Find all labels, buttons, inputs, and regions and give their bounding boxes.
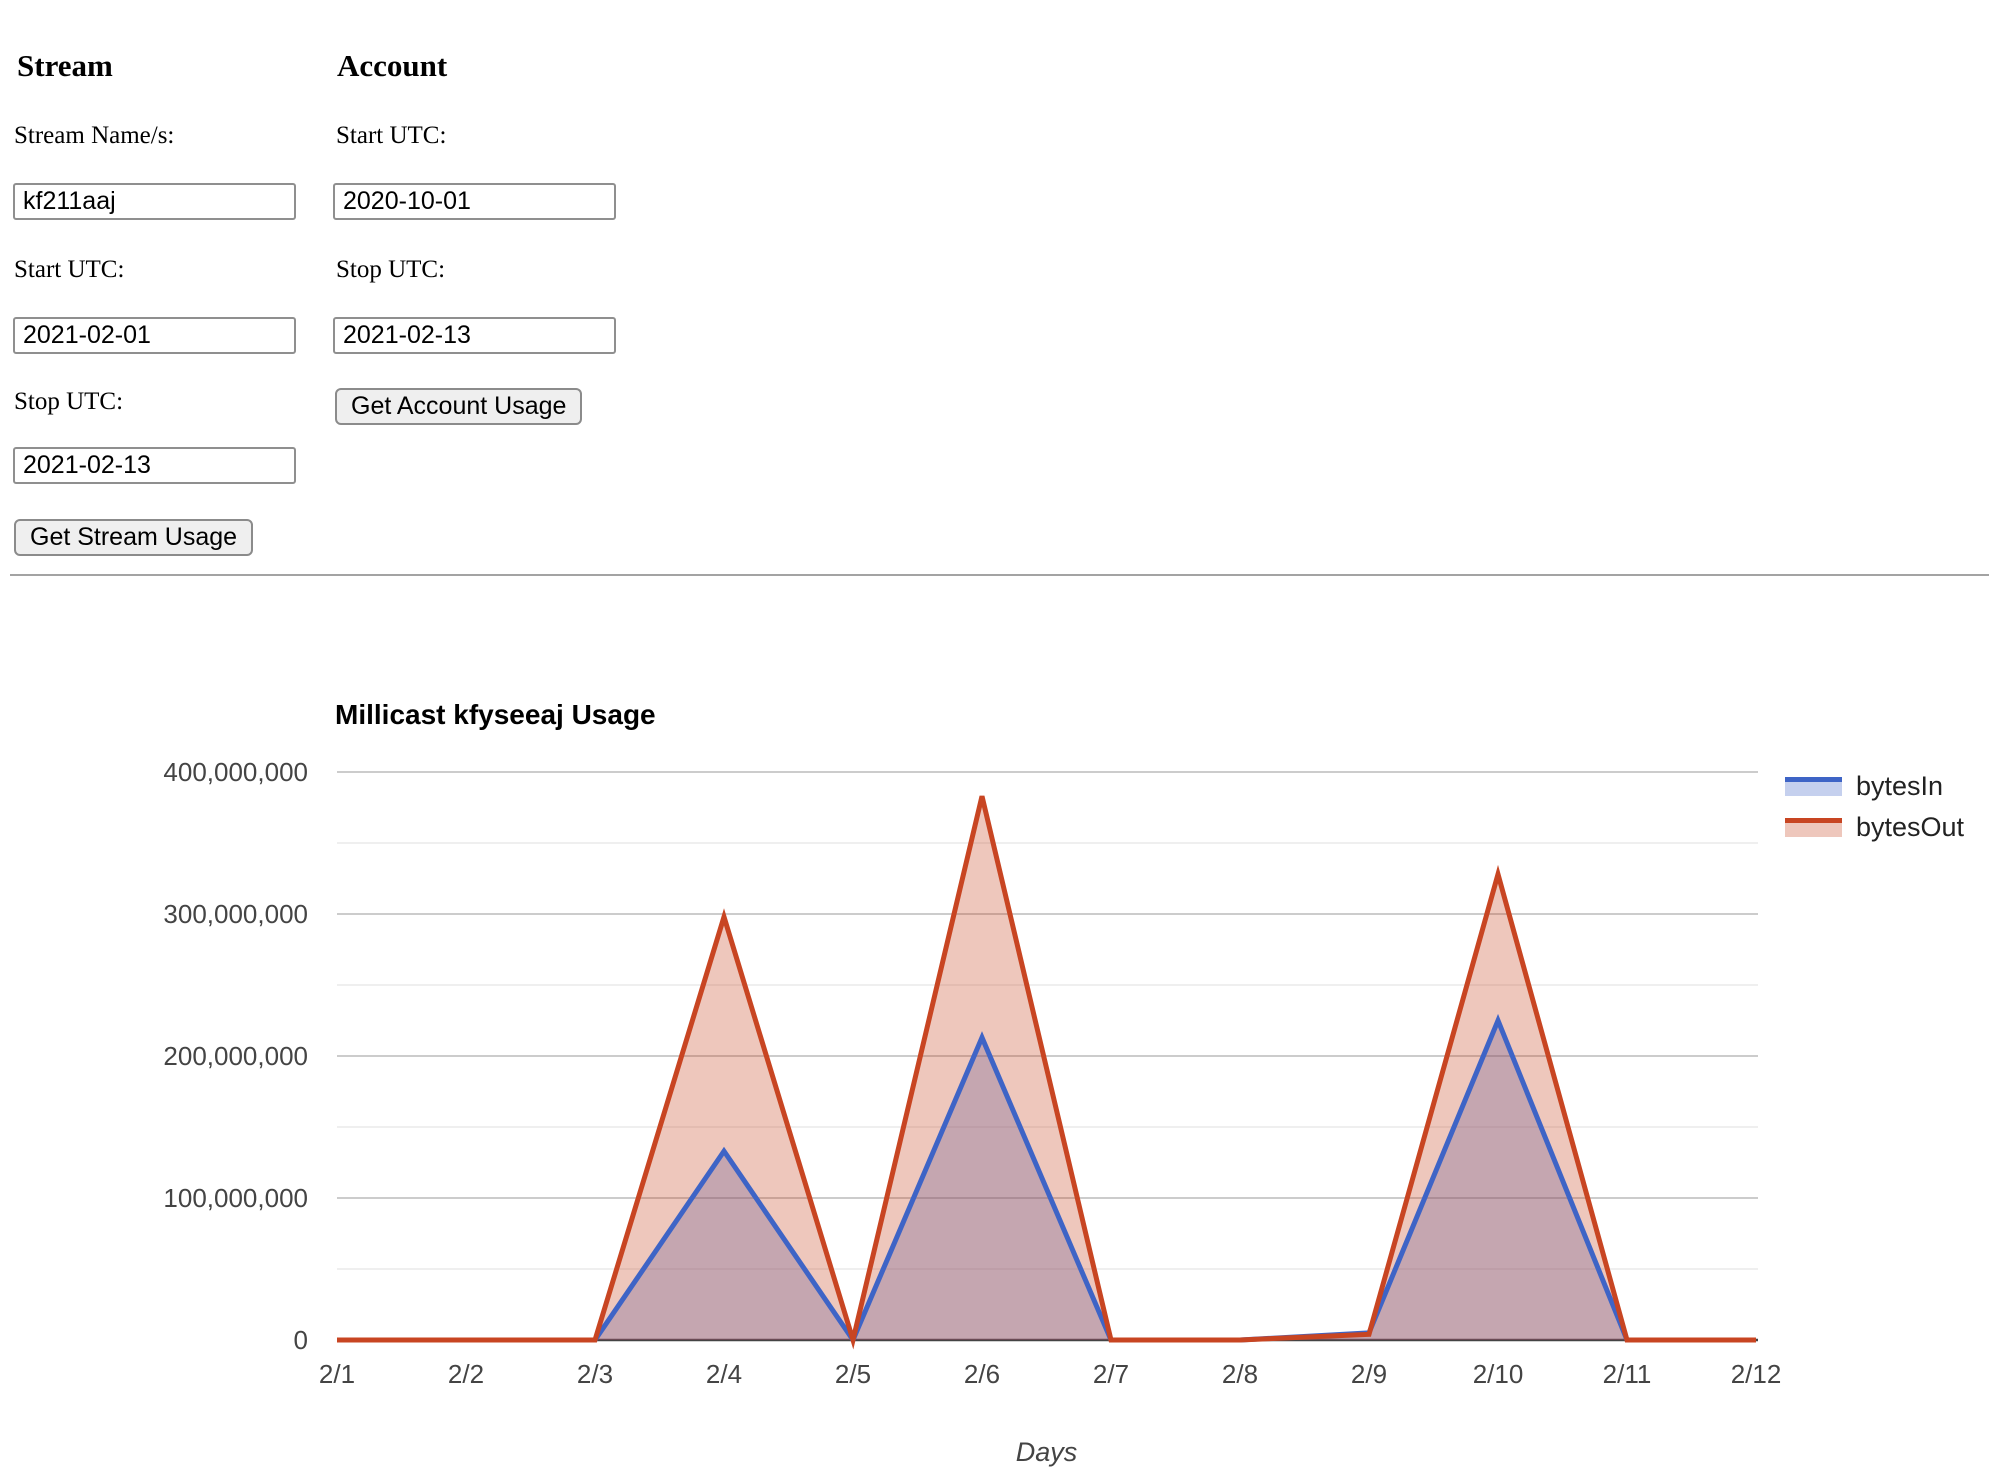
x-axis-tick-label: 2/3 [576,1359,614,1389]
y-axis-tick-label: 100,000,000 [163,1183,308,1213]
stream-name-label: Stream Name/s: [14,122,175,149]
legend-label: bytesIn [1856,771,1944,801]
section-divider [10,574,1989,576]
legend-label: bytesOut [1856,812,1965,842]
stream-name-input[interactable] [13,183,296,220]
x-axis-tick-label: 2/5 [834,1359,872,1389]
chart-legend: bytesIn bytesOut [1785,771,1965,859]
x-axis-tick-label: 2/9 [1350,1359,1388,1389]
account-stop-utc-input[interactable] [333,317,616,354]
account-start-utc-label: Start UTC: [336,122,447,149]
x-axis-tick-label: 2/10 [1472,1359,1524,1389]
x-axis-title: Days [1015,1437,1078,1467]
get-stream-usage-button[interactable]: Get Stream Usage [14,519,254,556]
get-account-usage-button[interactable]: Get Account Usage [335,388,583,425]
stream-section-heading: Stream [17,48,113,83]
stream-start-utc-label: Start UTC: [14,256,125,283]
stream-stop-utc-label: Stop UTC: [14,388,124,415]
bytesin-swatch-icon [1785,777,1842,796]
x-axis-tick-label: 2/4 [705,1359,743,1389]
usage-area-chart [337,771,1758,1350]
y-axis-tick-label: 300,000,000 [163,899,308,929]
legend-item-bytesout: bytesOut [1785,812,1965,842]
y-axis-tick-label: 0 [293,1325,308,1355]
x-axis-tick-label: 2/12 [1730,1359,1782,1389]
x-axis-tick-label: 2/8 [1221,1359,1259,1389]
stream-stop-utc-input[interactable] [13,447,296,484]
x-axis-tick-label: 2/2 [447,1359,485,1389]
account-start-utc-input[interactable] [333,183,616,220]
y-axis-tick-label: 400,000,000 [163,757,308,787]
account-section-heading: Account [337,48,448,83]
legend-item-bytesin: bytesIn [1785,771,1964,801]
y-axis-tick-label: 200,000,000 [163,1041,308,1071]
bytesout-swatch-icon [1785,818,1842,837]
x-axis-tick-label: 2/1 [318,1359,356,1389]
x-axis-tick-label: 2/11 [1602,1359,1652,1389]
x-axis-tick-label: 2/7 [1092,1359,1130,1389]
x-axis-tick-label: 2/6 [963,1359,1001,1389]
account-stop-utc-label: Stop UTC: [336,256,446,283]
chart-title: Millicast kfyseeaj Usage [335,699,656,730]
stream-start-utc-input[interactable] [13,317,296,354]
